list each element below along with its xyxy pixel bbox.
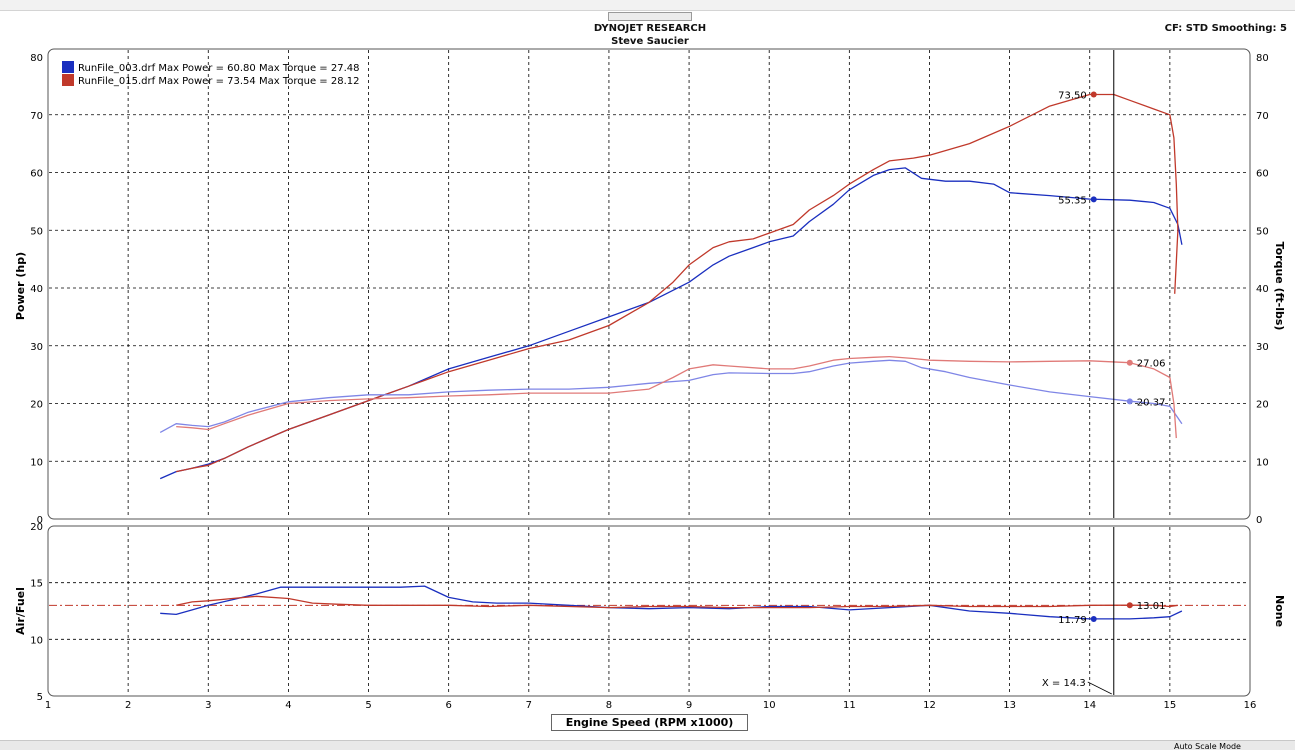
- power-torque-annotations: 73.50 55.35 27.06 20.37: [1058, 91, 1165, 409]
- rpm-xtick-label: 13: [1003, 700, 1016, 711]
- annotation-value: 73.50: [1058, 91, 1087, 102]
- legend-swatch-runfile-003: [62, 61, 74, 73]
- annotation-value: 55.35: [1058, 195, 1087, 206]
- splitter-handle[interactable]: [608, 12, 692, 21]
- rpm-xtick-label: 2: [125, 700, 131, 711]
- torque-ytick-label: 0: [1256, 515, 1262, 526]
- power-ytick-label: 40: [30, 284, 43, 295]
- torque-yticks: 0 10 20 30 40 50 60 70 80: [1256, 53, 1269, 526]
- rpm-xticks: 1 2 3 4 5 6 7 8 9 10 11 12 13 14 15 16: [45, 700, 1257, 711]
- rpm-xtick-label: 3: [205, 700, 211, 711]
- torque-ytick-label: 60: [1256, 169, 1269, 180]
- annotation-marker: [1090, 196, 1097, 203]
- rpm-xtick-label: 1: [45, 700, 51, 711]
- air-fuel-annotations: 11.79 13.01: [1058, 601, 1165, 626]
- torque-ytick-label: 40: [1256, 284, 1269, 295]
- rpm-xtick-label: 9: [686, 700, 692, 711]
- rpm-xtick-label: 16: [1244, 700, 1257, 711]
- rpm-cursor[interactable]: X = 14.3: [1042, 50, 1115, 695]
- rpm-xtick-label: 5: [365, 700, 371, 711]
- series-air_fuel-runfile-015-drf: [176, 595, 1178, 609]
- legend-entry-runfile-015: RunFile_015.drf Max Power = 73.54 Max To…: [78, 76, 359, 87]
- air-fuel-axis-title: Air/Fuel: [14, 587, 27, 635]
- power-torque-grid: [49, 50, 1249, 518]
- rpm-xtick-label: 12: [923, 700, 936, 711]
- window-top-strip: [0, 0, 1295, 11]
- annotation-value: 11.79: [1058, 615, 1087, 626]
- series-torque-runfile-003-drf: [159, 359, 1183, 433]
- rpm-xtick-label: 10: [763, 700, 776, 711]
- power-ytick-label: 80: [30, 53, 43, 64]
- annotation-marker: [1126, 359, 1133, 366]
- air-fuel-ytick-label: 5: [37, 692, 43, 703]
- torque-ytick-label: 20: [1256, 400, 1269, 411]
- rpm-xtick-label: 6: [445, 700, 451, 711]
- annotation-marker: [1090, 616, 1097, 623]
- air-fuel-frame: [47, 525, 1251, 697]
- legend-swatch-runfile-015: [62, 74, 74, 86]
- chart-title-line2: Steve Saucier: [611, 36, 689, 47]
- annotation-value: 27.06: [1137, 359, 1166, 370]
- air-fuel-ytick-label: 10: [30, 635, 43, 646]
- power-ytick-label: 70: [30, 111, 43, 122]
- legend-entry-runfile-003: RunFile_003.drf Max Power = 60.80 Max To…: [78, 63, 359, 74]
- power-torque-series: [159, 93, 1183, 480]
- power-ytick-label: 20: [30, 400, 43, 411]
- torque-ytick-label: 10: [1256, 457, 1269, 468]
- rpm-xtick-label: 15: [1163, 700, 1176, 711]
- annotation-marker: [1126, 398, 1133, 405]
- rpm-xtick-label: 8: [606, 700, 612, 711]
- annotation-value: 20.37: [1137, 397, 1166, 408]
- rpm-xtick-label: 4: [285, 700, 291, 711]
- power-ytick-label: 50: [30, 226, 43, 237]
- power-yticks: 0 10 20 30 40 50 60 70 80: [30, 53, 43, 526]
- series-power-runfile-015-drf: [176, 93, 1179, 473]
- auto-scale-mode-label[interactable]: Auto Scale Mode: [1174, 742, 1241, 749]
- legend: RunFile_003.drf Max Power = 60.80 Max To…: [62, 61, 359, 87]
- status-strip: [0, 740, 1295, 750]
- air-fuel-ytick-label: 20: [30, 522, 43, 533]
- power-torque-frame: [47, 48, 1251, 520]
- x-axis-title-box: Engine Speed (RPM x1000): [551, 714, 748, 731]
- air-fuel-grid: [49, 527, 1249, 695]
- annotation-marker: [1090, 91, 1097, 98]
- cursor-label-leader: [1087, 681, 1112, 695]
- annotation-marker: [1126, 602, 1133, 609]
- x-axis-title: Engine Speed (RPM x1000): [565, 716, 734, 729]
- series-torque-runfile-015-drf: [176, 355, 1177, 439]
- annotation-value: 13.01: [1137, 601, 1166, 612]
- rpm-xtick-label: 14: [1083, 700, 1096, 711]
- none-axis-title: None: [1273, 595, 1286, 627]
- air-fuel-yticks: 5 10 15 20: [30, 522, 43, 703]
- torque-ytick-label: 80: [1256, 53, 1269, 64]
- chart-title-line1: DYNOJET RESEARCH: [593, 23, 707, 34]
- power-ytick-label: 0: [37, 515, 43, 526]
- cursor-label: X = 14.3: [1042, 678, 1086, 689]
- torque-ytick-label: 70: [1256, 111, 1269, 122]
- correction-smoothing-info: CF: STD Smoothing: 5: [1164, 23, 1287, 34]
- rpm-xtick-label: 11: [843, 700, 856, 711]
- torque-ytick-label: 30: [1256, 342, 1269, 353]
- power-axis-title: Power (hp): [14, 252, 27, 320]
- rpm-xtick-label: 7: [526, 700, 532, 711]
- torque-axis-title: Torque (ft-lbs): [1273, 242, 1286, 331]
- air-fuel-ytick-label: 15: [30, 579, 43, 590]
- power-ytick-label: 60: [30, 169, 43, 180]
- power-ytick-label: 30: [30, 342, 43, 353]
- air-fuel-series: [160, 585, 1183, 620]
- power-torque-panel: 0 10 20 30 40 50 60 70 80 0 10 20 30 40 50 60 70 80 73.5…: [14, 48, 1286, 526]
- power-ytick-label: 10: [30, 457, 43, 468]
- torque-ytick-label: 50: [1256, 226, 1269, 237]
